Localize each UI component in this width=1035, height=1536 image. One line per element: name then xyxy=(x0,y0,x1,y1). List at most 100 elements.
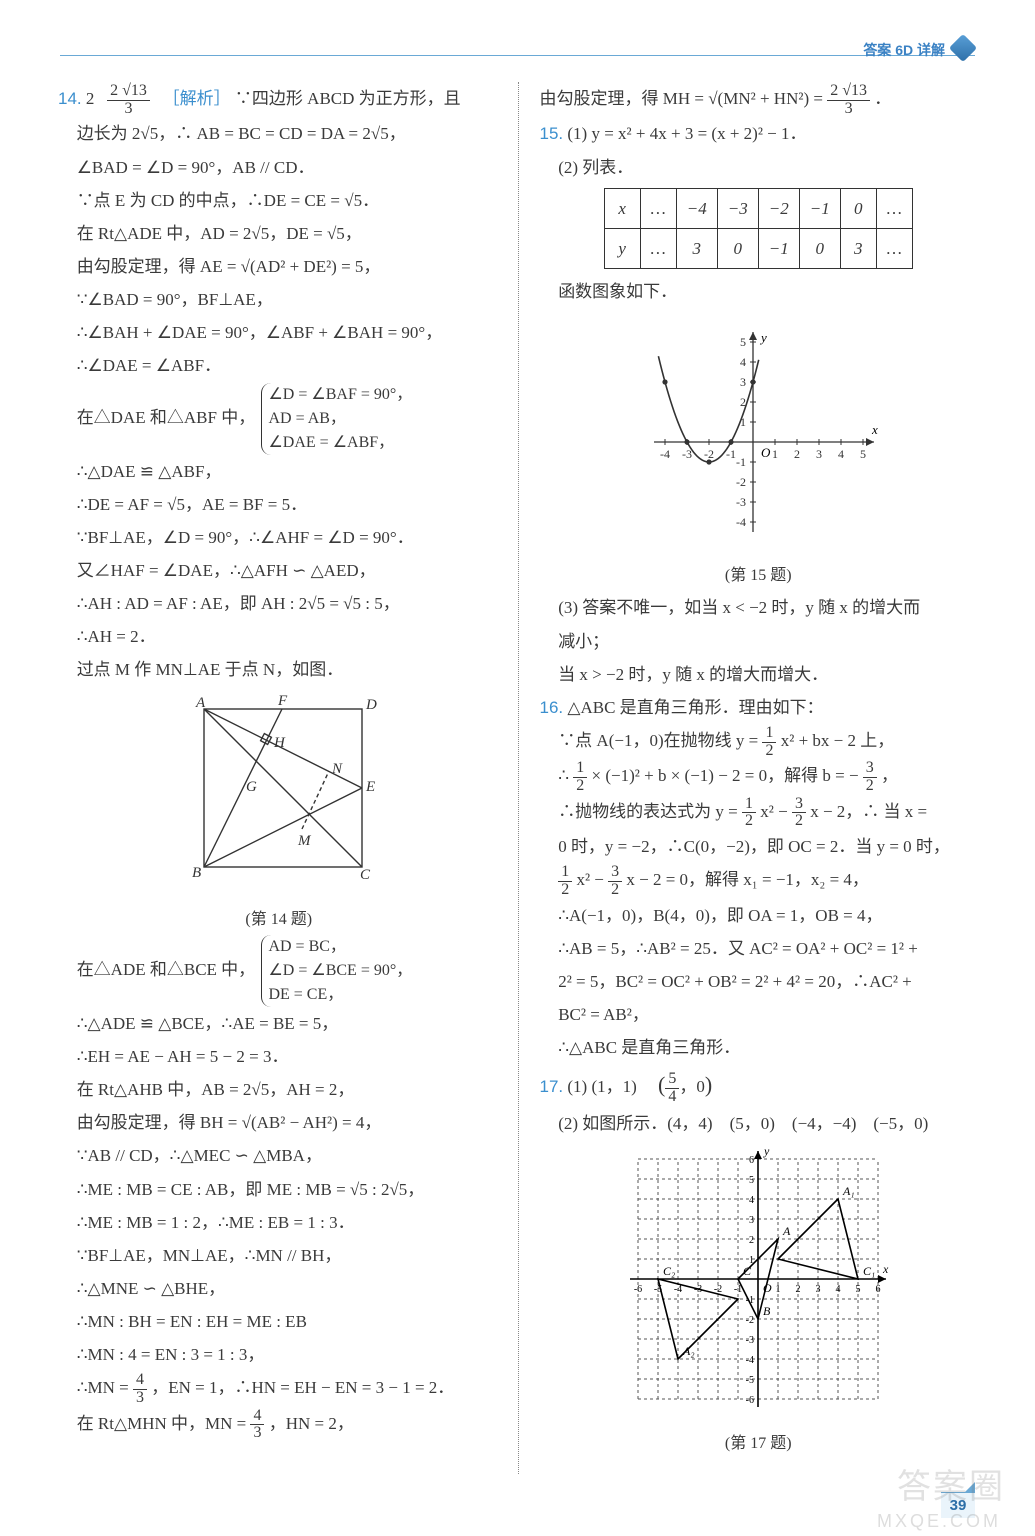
svg-text:-4: -4 xyxy=(736,515,746,529)
q15-l1: 15. (1) y = x² + 4x + 3 = (x + 2)² − 1． xyxy=(540,117,978,150)
svg-text:D: D xyxy=(365,697,377,713)
svg-text:y: y xyxy=(759,330,767,345)
q15-figcap: (第 15 题) xyxy=(540,560,978,591)
svg-text:-5: -5 xyxy=(746,1375,754,1386)
svg-text:4: 4 xyxy=(836,1284,841,1295)
q14-l16: ∴AH = 2． xyxy=(58,620,500,653)
q16-l2: ∵点 A(−1，0)在抛物线 y = 12 x² + bx − 2 上， xyxy=(540,724,978,759)
svg-text:C₁: C₁ xyxy=(863,1264,875,1278)
brace-1: ∠D = ∠BAF = 90°， AD = AB， ∠DAE = ∠ABF， xyxy=(261,383,412,455)
q16-l4: ∴抛物线的表达式为 y = 12 x² − 32 x − 2，∴ 当 x = xyxy=(540,795,978,830)
q17-l2: (2) 如图所示．(4，4) (5，0) (−4，−4) (−5，0) xyxy=(540,1107,978,1140)
q14-l11: ∴△DAE ≌ △ABF， xyxy=(58,455,500,488)
svg-text:3: 3 xyxy=(749,1215,754,1226)
svg-text:-6: -6 xyxy=(746,1395,754,1406)
column-left: 14. 2 2 √13 3 ［解析］ ∵四边形 ABCD 为正方形，且 边长为 … xyxy=(58,82,518,1476)
svg-text:H: H xyxy=(273,735,286,751)
svg-text:-3: -3 xyxy=(736,495,746,509)
svg-text:-4: -4 xyxy=(674,1284,682,1295)
q15-chart: -4-3-2-112345-4-3-2-112345Oxy xyxy=(540,312,978,558)
svg-text:-4: -4 xyxy=(746,1355,754,1366)
q15-svg: -4-3-2-112345-4-3-2-112345Oxy xyxy=(628,312,888,547)
q16-l7: ∴A(−1，0)，B(4，0)，即 OA = 1，OB = 4， xyxy=(540,899,978,932)
q14r-l1: 由勾股定理，得 MH = √(MN² + HN²) = 2 √133 ． xyxy=(540,82,978,117)
analysis-label: ［解析］ xyxy=(163,89,231,108)
svg-text:1: 1 xyxy=(772,447,778,461)
svg-text:O: O xyxy=(761,445,771,460)
q14-head: 14. 2 2 √13 3 ［解析］ ∵四边形 ABCD 为正方形，且 xyxy=(58,82,500,117)
svg-text:-3: -3 xyxy=(746,1335,754,1346)
q16-l10: BC² = AB²， xyxy=(540,998,978,1031)
q14-l23: ∵AB // CD，∴△MEC ∽ △MBA， xyxy=(58,1139,500,1172)
svg-text:6: 6 xyxy=(876,1284,881,1295)
q17-l1: 17. (1) (1，1) (54，0) xyxy=(540,1064,978,1107)
q14-l31: 在 Rt△MHN 中，MN = 43 ，HN = 2， xyxy=(58,1407,500,1442)
q14-figure: AFD BC E H G N M xyxy=(58,691,500,902)
svg-text:-6: -6 xyxy=(634,1284,642,1295)
q14-l29: ∴MN : 4 = EN : 3 = 1 : 3， xyxy=(58,1338,500,1371)
svg-text:-2: -2 xyxy=(746,1315,754,1326)
q15-l4: (3) 答案不唯一，如当 x < −2 时，y 随 x 的增大而 xyxy=(540,591,978,624)
header-icon xyxy=(949,34,977,62)
header-rule xyxy=(60,55,975,56)
q14-l22: 由勾股定理，得 BH = √(AB² − AH²) = 4， xyxy=(58,1106,500,1139)
svg-text:C₂: C₂ xyxy=(663,1264,675,1278)
svg-text:1: 1 xyxy=(776,1284,781,1295)
q17-figcap: (第 17 题) xyxy=(540,1428,978,1459)
svg-text:B: B xyxy=(192,865,201,881)
svg-text:2: 2 xyxy=(794,447,800,461)
q15-l6: 当 x > −2 时，y 随 x 的增大而增大． xyxy=(540,658,978,691)
svg-text:A₂: A₂ xyxy=(682,1344,695,1358)
svg-text:2: 2 xyxy=(796,1284,801,1295)
q14-l24: ∴ME : MB = CE : AB，即 ME : MB = √5 : 2√5， xyxy=(58,1173,500,1206)
svg-text:3: 3 xyxy=(816,447,822,461)
q16-l5: 0 时，y = −2，∴C(0，−2)，即 OC = 2．当 y = 0 时， xyxy=(540,830,978,863)
q15-table: x…−4−3−2−10… y…30−103… xyxy=(604,188,913,269)
svg-text:-1: -1 xyxy=(736,455,746,469)
column-divider xyxy=(518,82,519,1474)
svg-text:C: C xyxy=(743,1264,752,1278)
page-number: 39 xyxy=(941,1492,975,1518)
q14-l30: ∴MN = 43 ，EN = 1，∴HN = EH − EN = 3 − 1 =… xyxy=(58,1371,500,1406)
q15-l2: (2) 列表． xyxy=(540,151,978,184)
table-row: x…−4−3−2−10… xyxy=(604,188,912,228)
svg-text:5: 5 xyxy=(740,335,746,349)
svg-text:y: y xyxy=(763,1144,770,1158)
q16-l6: 12 x² − 32 x − 2 = 0，解得 x₁ = −1，x₂ = 4， xyxy=(540,863,978,898)
q16-l1: 16. △ABC 是直角三角形．理由如下： xyxy=(540,691,978,724)
svg-text:4: 4 xyxy=(740,355,746,369)
q14-l13: ∵BF⊥AE，∠D = 90°，∴∠AHF = ∠D = 90°． xyxy=(58,521,500,554)
svg-text:5: 5 xyxy=(860,447,866,461)
svg-text:A₁: A₁ xyxy=(842,1184,855,1198)
svg-text:4: 4 xyxy=(838,447,844,461)
svg-text:A: A xyxy=(195,695,206,711)
q14-l19: ∴△ADE ≌ △BCE，∴AE = BE = 5， xyxy=(58,1007,500,1040)
q14-l6: 由勾股定理，得 AE = √(AD² + DE²) = 5， xyxy=(58,250,500,283)
q16-l3: ∴ 12 × (−1)² + b × (−1) − 2 = 0，解得 b = −… xyxy=(540,759,978,794)
q17-chart: -6-6-5-5-4-4-3-3-2-2-1-1112233445566OxyC… xyxy=(540,1144,978,1425)
svg-text:x: x xyxy=(882,1262,889,1276)
column-right: 由勾股定理，得 MH = √(MN² + HN²) = 2 √133 ． 15.… xyxy=(518,82,978,1476)
q14-l7: ∵∠BAD = 90°，BF⊥AE， xyxy=(58,283,500,316)
q14-l4: ∵点 E 为 CD 的中点，∴DE = CE = √5． xyxy=(58,184,500,217)
page-corner-icon xyxy=(965,1482,975,1492)
q14-l8: ∴∠BAH + ∠DAE = 90°，∠ABF + ∠BAH = 90°， xyxy=(58,316,500,349)
q14-l5: 在 Rt△ADE 中，AD = 2√5，DE = √5， xyxy=(58,217,500,250)
svg-text:3: 3 xyxy=(816,1284,821,1295)
q14-svg: AFD BC E H G N M xyxy=(174,691,384,891)
table-row: y…30−103… xyxy=(604,228,912,268)
svg-text:G: G xyxy=(246,779,257,795)
header-label: 答案 6D 详解 xyxy=(863,40,945,60)
q14-l12: ∴DE = AF = √5，AE = BF = 5． xyxy=(58,488,500,521)
q15-l5: 减小； xyxy=(540,625,978,658)
svg-text:N: N xyxy=(331,761,343,777)
svg-text:C: C xyxy=(360,867,371,883)
q16-l9: 2² = 5，BC² = OC² + OB² = 2² + 4² = 20，∴A… xyxy=(540,965,978,998)
q14-l3: ∠BAD = ∠D = 90°，AB // CD． xyxy=(58,151,500,184)
q14-l9: ∴∠DAE = ∠ABF． xyxy=(58,349,500,382)
q14-l17: 过点 M 作 MN⊥AE 于点 N，如图． xyxy=(58,653,500,686)
q14-l26: ∵BF⊥AE，MN⊥AE，∴MN // BH， xyxy=(58,1239,500,1272)
q14-l21: 在 Rt△AHB 中，AB = 2√5，AH = 2， xyxy=(58,1073,500,1106)
svg-text:5: 5 xyxy=(856,1284,861,1295)
svg-text:4: 4 xyxy=(749,1195,754,1206)
